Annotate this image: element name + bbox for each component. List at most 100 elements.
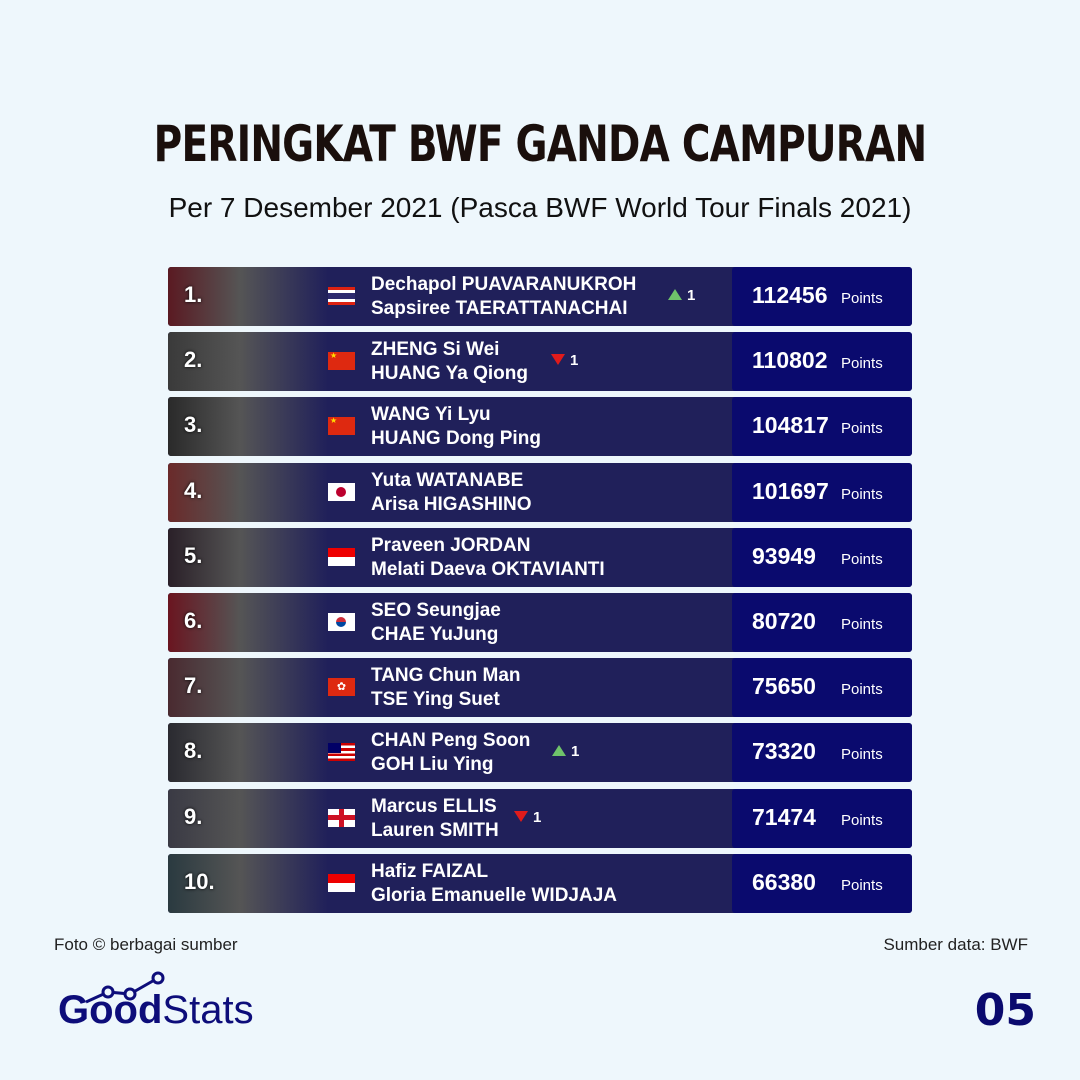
ranking-row: 8. CHAN Peng Soon GOH Liu Ying 1 73320 P… xyxy=(168,723,912,783)
rank-number: 7. xyxy=(184,673,203,699)
player-1: ZHENG Si Wei xyxy=(371,339,500,361)
points-value: 73320 xyxy=(752,738,816,765)
flag-indonesia-icon xyxy=(328,547,355,566)
player-photo xyxy=(168,853,328,913)
player-1: CHAN Peng Soon xyxy=(371,730,531,752)
player-2: HUANG Ya Qiong xyxy=(371,363,528,385)
ranking-row: 3. ★ WANG Yi Lyu HUANG Dong Ping 104817 … xyxy=(168,397,912,457)
rank-number: 5. xyxy=(184,542,203,568)
player-photo xyxy=(168,723,328,783)
player-2: HUANG Dong Ping xyxy=(371,428,541,450)
points-value: 71474 xyxy=(752,803,816,830)
ranking-row: 7. ✿ TANG Chun Man TSE Ying Suet 75650 P… xyxy=(168,658,912,718)
points-box: 93949 Points xyxy=(732,527,912,587)
rank-number: 3. xyxy=(184,412,203,438)
rank-change: 1 xyxy=(668,287,695,304)
points-box: 66380 Points xyxy=(732,853,912,913)
points-box: 101697 Points xyxy=(732,462,912,522)
player-names: SEO Seungjae CHAE YuJung xyxy=(371,599,501,647)
player-1: TANG Chun Man xyxy=(371,665,521,687)
player-2: Lauren SMITH xyxy=(371,819,499,841)
points-label: Points xyxy=(841,616,883,633)
flag-hong-kong-icon: ✿ xyxy=(328,678,355,697)
player-2: Melati Daeva OKTAVIANTI xyxy=(371,558,605,580)
player-2: TSE Ying Suet xyxy=(371,689,500,711)
rank-number: 6. xyxy=(184,608,203,633)
points-box: 73320 Points xyxy=(732,723,912,783)
player-names: CHAN Peng Soon GOH Liu Ying xyxy=(371,729,530,777)
flag-japan-icon xyxy=(328,482,355,501)
flag-england-icon xyxy=(328,808,355,827)
points-box: 75650 Points xyxy=(732,658,912,718)
arrow-down-icon xyxy=(514,810,528,822)
player-photo xyxy=(168,462,328,522)
points-value: 75650 xyxy=(752,673,816,700)
rank-change: 1 xyxy=(551,352,578,369)
player-names: Praveen JORDAN Melati Daeva OKTAVIANTI xyxy=(371,534,605,582)
points-value: 104817 xyxy=(752,412,829,439)
ranking-row: 1. Dechapol PUAVARANUKROH Sapsiree TAERA… xyxy=(168,267,912,326)
ranking-row: 10. Hafiz FAIZAL Gloria Emanuelle WIDJAJ… xyxy=(168,853,912,913)
points-value: 80720 xyxy=(752,608,816,634)
player-2: Sapsiree TAERATTANACHAI xyxy=(371,298,628,319)
points-box: 112456 Points xyxy=(732,267,912,326)
player-names: Hafiz FAIZAL Gloria Emanuelle WIDJAJA xyxy=(371,860,617,908)
player-names: Yuta WATANABE Arisa HIGASHINO xyxy=(371,469,531,517)
player-1: SEO Seungjae xyxy=(371,600,501,621)
points-value: 110802 xyxy=(752,347,828,374)
flag-thailand-icon xyxy=(328,287,355,305)
player-names: WANG Yi Lyu HUANG Dong Ping xyxy=(371,403,541,451)
data-source: Sumber data: BWF xyxy=(883,935,1028,954)
points-value: 93949 xyxy=(752,542,816,569)
chart-line-icon xyxy=(85,971,165,1004)
points-box: 80720 Points xyxy=(732,593,912,652)
ranking-row: 2. ★ ZHENG Si Wei HUANG Ya Qiong 1 11080… xyxy=(168,332,912,392)
player-1: Praveen JORDAN xyxy=(371,534,531,556)
points-box: 110802 Points xyxy=(732,332,912,392)
player-photo xyxy=(168,788,328,848)
arrow-up-icon xyxy=(552,745,566,757)
points-label: Points xyxy=(841,811,883,829)
player-1: Marcus ELLIS xyxy=(371,795,497,817)
points-box: 71474 Points xyxy=(732,788,912,848)
player-photo xyxy=(168,267,328,326)
player-2: GOH Liu Ying xyxy=(371,754,494,776)
player-photo xyxy=(168,593,328,652)
page-number: 05 xyxy=(974,985,1036,1036)
player-names: Marcus ELLIS Lauren SMITH xyxy=(371,795,499,843)
rank-number: 8. xyxy=(184,738,203,764)
logo-text: GoodStats xyxy=(58,988,254,1032)
rank-number: 9. xyxy=(184,803,203,829)
points-label: Points xyxy=(841,355,883,373)
flag-south-korea-icon xyxy=(328,613,355,631)
player-names: Dechapol PUAVARANUKROH Sapsiree TAERATTA… xyxy=(371,273,636,321)
points-label: Points xyxy=(841,681,883,699)
player-photo xyxy=(168,332,328,392)
points-label: Points xyxy=(841,550,883,568)
ranking-row: 6. SEO Seungjae CHAE YuJung 80720 Points xyxy=(168,593,912,652)
flag-indonesia-icon xyxy=(328,873,355,892)
rank-change: 1 xyxy=(552,743,579,760)
rank-change: 1 xyxy=(514,809,541,826)
player-1: Dechapol PUAVARANUKROH xyxy=(371,274,637,295)
rank-number: 10. xyxy=(184,868,215,894)
flag-china-icon: ★ xyxy=(328,417,355,436)
ranking-row: 9. Marcus ELLIS Lauren SMITH 1 71474 Poi… xyxy=(168,788,912,848)
points-label: Points xyxy=(841,290,883,307)
points-label: Points xyxy=(841,485,883,503)
player-2: CHAE YuJung xyxy=(371,624,499,645)
player-photo xyxy=(168,527,328,587)
player-names: ZHENG Si Wei HUANG Ya Qiong xyxy=(371,338,528,386)
points-value: 66380 xyxy=(752,868,816,895)
rank-number: 2. xyxy=(184,347,203,373)
ranking-row: 4. Yuta WATANABE Arisa HIGASHINO 101697 … xyxy=(168,462,912,522)
arrow-down-icon xyxy=(551,354,565,366)
flag-malaysia-icon xyxy=(328,743,355,762)
points-value: 101697 xyxy=(752,477,829,504)
page-subtitle: Per 7 Desember 2021 (Pasca BWF World Tou… xyxy=(168,192,912,223)
goodstats-logo: GoodStats xyxy=(58,970,268,1032)
rank-number: 1. xyxy=(184,282,203,307)
player-names: TANG Chun Man TSE Ying Suet xyxy=(371,664,521,712)
player-photo xyxy=(168,658,328,718)
